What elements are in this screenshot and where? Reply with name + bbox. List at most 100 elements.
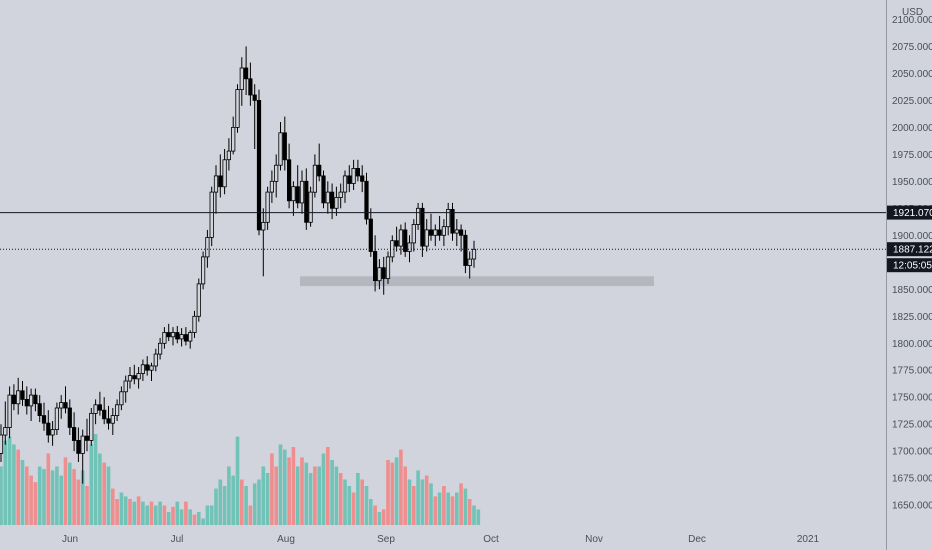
volume-bar bbox=[205, 505, 210, 525]
y-tick-label: 1800.000 bbox=[892, 339, 932, 350]
volume-bar bbox=[89, 444, 94, 525]
candle-body bbox=[441, 226, 447, 236]
candle-body bbox=[162, 332, 167, 344]
candle-body bbox=[63, 402, 68, 409]
candle-body bbox=[7, 394, 12, 428]
volume-bar bbox=[433, 496, 438, 525]
y-tick-label: 1850.000 bbox=[892, 285, 932, 296]
candle-body bbox=[97, 404, 102, 411]
volume-bar bbox=[20, 460, 25, 525]
volume-bar bbox=[179, 509, 184, 525]
x-tick-label: 2021 bbox=[797, 534, 820, 545]
volume-bar bbox=[42, 469, 46, 525]
candle-body bbox=[411, 224, 416, 244]
support-zone bbox=[300, 276, 654, 287]
volume-bar bbox=[115, 499, 119, 525]
candle-body bbox=[420, 207, 425, 247]
y-tick-label: 1775.000 bbox=[892, 366, 932, 377]
candle-body bbox=[295, 186, 300, 204]
candle-body bbox=[471, 248, 477, 260]
volume-bar bbox=[351, 492, 356, 525]
candle-body bbox=[33, 394, 38, 405]
candle-body bbox=[286, 159, 292, 202]
y-tick-label: 1675.000 bbox=[892, 474, 932, 485]
candle-body bbox=[364, 180, 369, 220]
candle-body bbox=[166, 332, 171, 338]
candle-body bbox=[76, 439, 81, 454]
volume-bar bbox=[235, 436, 240, 525]
candle-body bbox=[239, 67, 244, 91]
volume-bar bbox=[55, 466, 59, 525]
candle-body bbox=[89, 412, 94, 441]
volume-bar bbox=[222, 486, 227, 525]
currency-label: USD bbox=[902, 7, 923, 18]
candle-body bbox=[102, 409, 107, 420]
candle-body bbox=[50, 429, 55, 436]
candle-body bbox=[192, 315, 197, 333]
volume-bar bbox=[313, 466, 317, 525]
volume-bar bbox=[227, 466, 231, 525]
candle-body bbox=[218, 175, 223, 188]
candle-body bbox=[157, 342, 163, 355]
candle-body bbox=[119, 391, 124, 406]
candle-body bbox=[115, 404, 120, 416]
volume-bar bbox=[0, 466, 3, 525]
volume-bar bbox=[437, 492, 442, 525]
candle-body bbox=[308, 191, 313, 223]
volume-bar bbox=[171, 506, 175, 525]
volume-bar bbox=[188, 509, 192, 525]
candle-body bbox=[256, 100, 262, 231]
candle-body bbox=[37, 403, 42, 417]
volume-bar bbox=[63, 457, 68, 525]
candle-body bbox=[188, 332, 193, 342]
last-price-tag bbox=[887, 242, 932, 257]
candle-body bbox=[437, 229, 442, 236]
y-tick-label: 1825.000 bbox=[892, 312, 932, 323]
candle-body bbox=[205, 237, 210, 258]
candle-body bbox=[170, 332, 176, 338]
volume-bar bbox=[403, 466, 407, 525]
candle-body bbox=[355, 167, 361, 177]
volume-bar bbox=[424, 475, 429, 525]
candle-body bbox=[467, 258, 472, 267]
volume-bar bbox=[257, 479, 261, 525]
candle-body bbox=[317, 164, 322, 177]
volume-bar bbox=[59, 475, 63, 525]
candle-body bbox=[351, 167, 356, 184]
y-tick-label: 2000.000 bbox=[892, 123, 932, 134]
volume-bar bbox=[326, 447, 330, 525]
volume-bar bbox=[283, 449, 287, 525]
candle-body bbox=[433, 229, 438, 236]
candle-body bbox=[446, 208, 451, 228]
candle-body bbox=[424, 229, 429, 247]
volume-bar bbox=[476, 509, 481, 525]
volume-bar bbox=[16, 449, 20, 525]
volume-bar bbox=[455, 492, 459, 525]
volume-bar bbox=[330, 460, 334, 525]
y-tick-label: 1900.000 bbox=[892, 231, 932, 242]
x-tick-label: Nov bbox=[585, 534, 603, 545]
candle-body bbox=[334, 197, 339, 209]
candle-body bbox=[20, 390, 25, 400]
volume-bar bbox=[364, 486, 369, 525]
volume-bar bbox=[141, 501, 145, 525]
candle-body bbox=[140, 364, 145, 374]
candle-body bbox=[213, 175, 219, 193]
volume-bar bbox=[136, 496, 141, 525]
candle-body bbox=[226, 150, 231, 161]
volume-bar bbox=[373, 505, 377, 525]
volume-bar bbox=[360, 479, 364, 525]
volume-bar bbox=[209, 505, 214, 525]
volume-bar bbox=[343, 479, 347, 525]
candle-body bbox=[243, 67, 249, 80]
candle-body bbox=[67, 407, 72, 428]
volume-bar bbox=[29, 475, 33, 525]
y-tick-label: 2075.000 bbox=[892, 42, 932, 53]
volume-bar bbox=[98, 453, 102, 525]
countdown-tag bbox=[887, 258, 932, 273]
volume-bar bbox=[252, 483, 257, 525]
candle-body bbox=[381, 267, 386, 279]
volume-bar bbox=[291, 447, 296, 525]
